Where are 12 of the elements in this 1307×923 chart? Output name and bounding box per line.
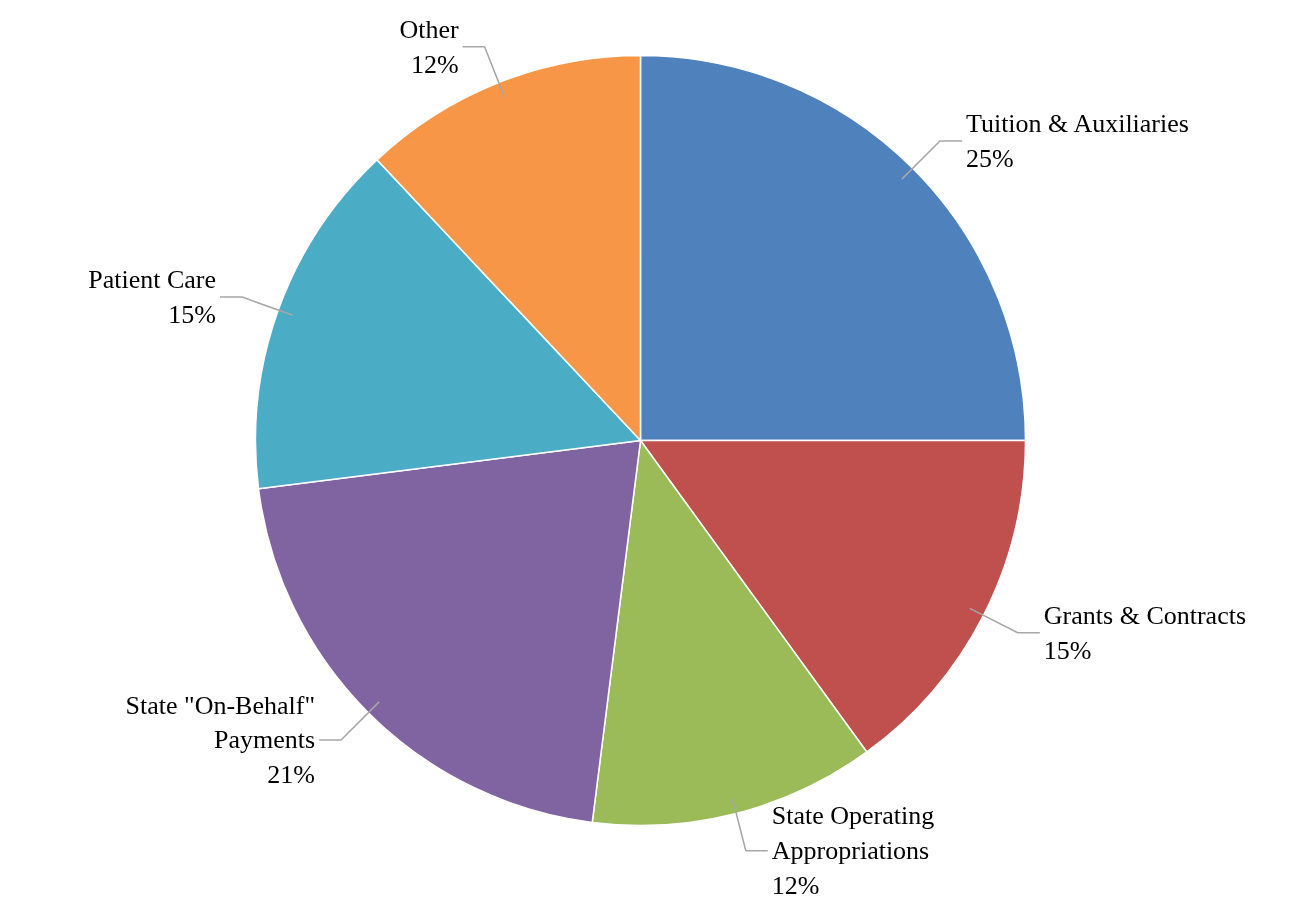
data-label: 12% xyxy=(410,49,459,79)
slice-label: Tuition & Auxiliaries xyxy=(965,109,1189,139)
slice-label: Other xyxy=(399,14,459,44)
slice-label: Patient Care xyxy=(88,265,217,295)
slice-label: State "On-Behalf" Payments xyxy=(125,690,316,755)
data-label: 12% xyxy=(771,870,820,900)
data-label: 25% xyxy=(965,143,1014,173)
slice-label: State Operating Appropriations xyxy=(771,801,935,866)
slice-label: Grants & Contracts xyxy=(1043,600,1247,630)
data-label: 21% xyxy=(267,760,316,790)
data-label: 15% xyxy=(168,299,217,329)
data-label: 15% xyxy=(1043,635,1092,665)
